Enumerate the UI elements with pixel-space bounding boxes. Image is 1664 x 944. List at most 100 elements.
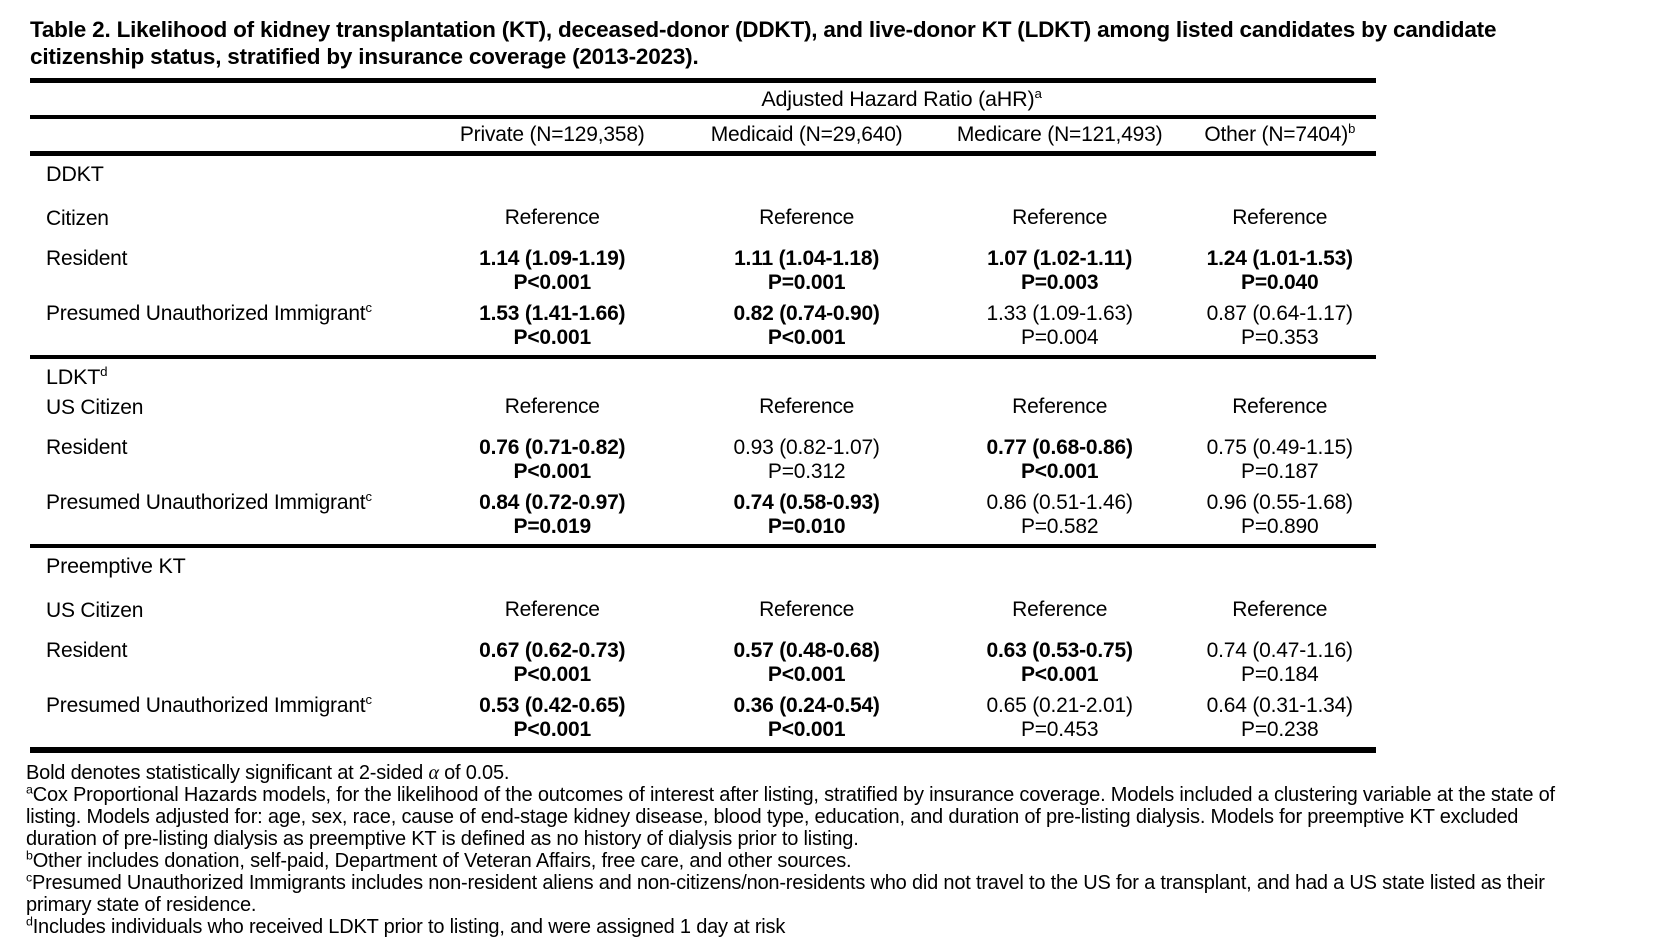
p-value: P=0.312 bbox=[767, 459, 846, 483]
p-value: P=0.040 bbox=[1241, 270, 1319, 294]
hr-value: 0.53 (0.42-0.65) bbox=[479, 693, 626, 717]
hr-value: 0.86 (0.51-1.46) bbox=[986, 490, 1133, 514]
p-value: P=0.001 bbox=[767, 270, 846, 294]
footnote-mark: b bbox=[26, 848, 33, 863]
p-value: P<0.001 bbox=[513, 662, 592, 686]
footnote-mark: d bbox=[26, 914, 33, 929]
p-value: P<0.001 bbox=[513, 717, 592, 741]
results-table: Adjusted Hazard Ratio (aHR)a Private (N=… bbox=[30, 77, 1376, 753]
hr-value: 0.64 (0.31-1.34) bbox=[1206, 693, 1353, 717]
hazard-ratio-cell: 0.63 (0.53-0.75) P<0.001 bbox=[936, 637, 1184, 692]
section-label: Preemptive KT bbox=[30, 543, 1376, 595]
hr-value: 1.07 (1.02-1.11) bbox=[987, 246, 1133, 270]
data-row: Resident 0.76 (0.71-0.82) P<0.001 0.93 (0.8… bbox=[30, 434, 1376, 489]
hr-value: 0.63 (0.53-0.75) bbox=[986, 638, 1133, 662]
bold-note-text: Bold denotes statistically significant a… bbox=[26, 761, 429, 784]
section-label: LDKTd bbox=[30, 354, 1376, 392]
footnote-a: aCox Proportional Hazards models, for th… bbox=[26, 782, 1572, 850]
row-label-text: Resident bbox=[46, 638, 128, 662]
hazard-ratio-cell: Reference bbox=[936, 595, 1184, 637]
row-label: US Citizen bbox=[30, 595, 427, 637]
hr-value: Reference bbox=[1232, 205, 1328, 229]
hr-value: 0.74 (0.47-1.16) bbox=[1206, 638, 1353, 662]
hr-value: 0.77 (0.68-0.86) bbox=[986, 435, 1133, 459]
hr-value: Reference bbox=[1012, 205, 1108, 229]
hr-value: 1.24 (1.01-1.53) bbox=[1206, 246, 1353, 270]
row-footnote-mark: c bbox=[365, 299, 372, 315]
p-value: P<0.001 bbox=[513, 459, 592, 483]
row-label-text: Presumed Unauthorized Immigrant bbox=[46, 490, 366, 514]
hazard-ratio-cell: 1.07 (1.02-1.11) P=0.003 bbox=[936, 245, 1184, 300]
data-row: Presumed Unauthorized Immigrantc 0.53 (0.… bbox=[30, 692, 1376, 750]
footnote-list: aCox Proportional Hazards models, for th… bbox=[26, 782, 1572, 938]
footnote-mark: a bbox=[26, 782, 33, 797]
p-value: P=0.890 bbox=[1241, 514, 1319, 538]
hazard-ratio-cell: Reference bbox=[1183, 203, 1376, 245]
p-value: P<0.001 bbox=[767, 717, 846, 741]
hr-value: 0.75 (0.49-1.15) bbox=[1206, 435, 1353, 459]
p-value: P=0.004 bbox=[1020, 325, 1099, 349]
row-label-text: Presumed Unauthorized Immigrant bbox=[46, 693, 366, 717]
hr-value: 0.76 (0.71-0.82) bbox=[479, 435, 626, 459]
hazard-ratio-cell: 1.14 (1.09-1.19) P<0.001 bbox=[427, 245, 677, 300]
hr-value: 1.33 (1.09-1.63) bbox=[986, 301, 1133, 325]
p-value: P<0.001 bbox=[513, 270, 592, 294]
section-header-row: LDKTd bbox=[30, 354, 1376, 392]
hazard-ratio-cell: 0.84 (0.72-0.97) P=0.019 bbox=[427, 489, 677, 546]
row-label-text: Citizen bbox=[46, 206, 109, 230]
hr-value: Reference bbox=[759, 394, 855, 418]
hazard-ratio-cell: 0.64 (0.31-1.34) P=0.238 bbox=[1183, 692, 1376, 750]
hr-value: 0.74 (0.58-0.93) bbox=[733, 490, 880, 514]
hazard-ratio-cell: 0.77 (0.68-0.86) P<0.001 bbox=[936, 434, 1184, 489]
hazard-ratio-cell: 1.33 (1.09-1.63) P=0.004 bbox=[936, 300, 1184, 357]
row-label-text: Resident bbox=[46, 246, 128, 270]
p-value: P=0.238 bbox=[1241, 717, 1319, 741]
hazard-ratio-cell: Reference bbox=[1183, 392, 1376, 434]
row-label: Resident bbox=[30, 434, 427, 489]
section-header-row: Preemptive KT bbox=[30, 543, 1376, 595]
row-label: Resident bbox=[30, 245, 427, 300]
hr-value: 0.57 (0.48-0.68) bbox=[733, 638, 880, 662]
bold-note-text-end: of 0.05. bbox=[438, 761, 510, 784]
p-value: P=0.184 bbox=[1241, 662, 1319, 686]
hazard-ratio-cell: 0.57 (0.48-0.68) P<0.001 bbox=[677, 637, 935, 692]
hr-value: Reference bbox=[504, 205, 600, 229]
hazard-ratio-cell: Reference bbox=[677, 203, 935, 245]
hr-value: Reference bbox=[504, 597, 600, 621]
hr-value: 0.84 (0.72-0.97) bbox=[479, 490, 626, 514]
row-footnote-mark: c bbox=[365, 488, 372, 504]
data-row: Presumed Unauthorized Immigrantc 1.53 (1.… bbox=[30, 300, 1376, 357]
data-row: Resident 0.67 (0.62-0.73) P<0.001 0.57 (0.4… bbox=[30, 637, 1376, 692]
hazard-ratio-cell: Reference bbox=[427, 203, 677, 245]
hr-value: 1.11 (1.04-1.18) bbox=[734, 246, 880, 270]
hr-value: 0.36 (0.24-0.54) bbox=[733, 693, 880, 717]
reference-row: Citizen Reference Reference Reference Refere… bbox=[30, 203, 1376, 245]
spanner-cell: Adjusted Hazard Ratio (aHR)a bbox=[427, 80, 1376, 119]
hazard-ratio-cell: Reference bbox=[427, 595, 677, 637]
hazard-ratio-cell: 1.11 (1.04-1.18) P=0.001 bbox=[677, 245, 935, 300]
hazard-ratio-cell: Reference bbox=[936, 203, 1184, 245]
row-label: Resident bbox=[30, 637, 427, 692]
hr-value: Reference bbox=[1232, 394, 1328, 418]
data-row: Resident 1.14 (1.09-1.19) P<0.001 1.11 (1.0… bbox=[30, 245, 1376, 300]
section-name: DDKT bbox=[46, 161, 104, 186]
hr-value: 0.65 (0.21-2.01) bbox=[986, 693, 1133, 717]
hr-value: 1.14 (1.09-1.19) bbox=[479, 246, 626, 270]
footnote-text: Includes individuals who received LDKT p… bbox=[32, 915, 786, 938]
row-label: US Citizen bbox=[30, 392, 427, 434]
column-header-label: Medicare (N=121,493) bbox=[956, 122, 1163, 146]
p-value: P<0.001 bbox=[767, 662, 846, 686]
footnote-b: bOther includes donation, self-paid, Dep… bbox=[26, 848, 1572, 872]
section-name: Preemptive KT bbox=[46, 553, 186, 578]
column-header-empty bbox=[30, 116, 428, 156]
column-header-label: Other (N=7404) bbox=[1204, 122, 1349, 146]
row-label: Presumed Unauthorized Immigrantc bbox=[30, 489, 427, 546]
section-header-row: DDKT bbox=[30, 153, 1376, 203]
row-label: Citizen bbox=[30, 203, 427, 245]
hr-value: Reference bbox=[1012, 597, 1108, 621]
column-header-row: Private (N=129,358) Medicaid (N=29,640) Me… bbox=[30, 116, 1376, 156]
section-name: LDKT bbox=[46, 364, 101, 389]
p-value: P<0.001 bbox=[767, 325, 846, 349]
hazard-ratio-cell: 0.76 (0.71-0.82) P<0.001 bbox=[427, 434, 677, 489]
